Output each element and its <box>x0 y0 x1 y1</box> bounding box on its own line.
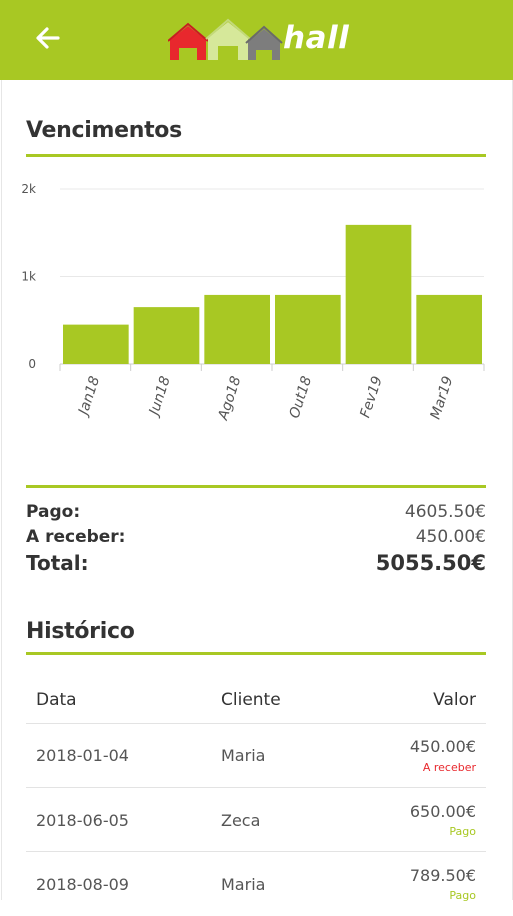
table-row[interactable]: 2018-01-04 Maria 450.00€ A receber <box>26 723 486 788</box>
due-section-title: Vencimentos <box>26 118 182 143</box>
chart-bar <box>275 294 341 364</box>
header-client: Cliente <box>221 690 281 710</box>
history-section-title: Histórico <box>26 619 135 644</box>
back-arrow-icon[interactable] <box>34 24 62 52</box>
chart-y-tick-label: 2k <box>21 182 36 196</box>
app-bar: hall <box>0 0 513 80</box>
summary-paid-label: Pago: <box>26 502 81 522</box>
summary-receivable-value: 450.00€ <box>415 527 486 547</box>
chart-x-tick-label: Out18 <box>287 374 316 420</box>
app-logo-text: hall <box>283 20 350 56</box>
header-value: Valor <box>433 690 476 710</box>
due-section-divider <box>26 154 486 157</box>
summary-total-label: Total: <box>26 551 89 575</box>
chart-x-tick-label: Mar19 <box>428 374 457 421</box>
table-row[interactable]: 2018-06-05 Zeca 650.00€ Pago <box>26 787 486 852</box>
row-client: Maria <box>221 875 266 894</box>
chart-bar <box>416 294 482 364</box>
chart-bar <box>133 307 200 364</box>
chart-bar <box>204 294 270 364</box>
due-bar-chart: 0 1k 2k Jan18 Jun18 Ago18 Out18 Fev19 Mar19 <box>21 182 485 423</box>
app-logo-houses-icon <box>168 18 283 60</box>
row-value: 789.50€ <box>409 866 476 885</box>
history-section-divider <box>26 652 486 655</box>
table-row[interactable]: 2018-08-09 Maria 789.50€ Pago <box>26 851 486 916</box>
row-status: Pago <box>449 825 476 838</box>
chart-x-tick-label: Ago18 <box>215 374 244 423</box>
chart-x-tick-label: Jun18 <box>145 374 173 420</box>
row-client: Maria <box>221 746 266 765</box>
row-value: 450.00€ <box>409 737 476 756</box>
row-date: 2018-01-04 <box>36 746 129 765</box>
chart-x-tick-label: Fev19 <box>357 374 385 420</box>
row-value: 650.00€ <box>409 802 476 821</box>
chart-bar <box>345 224 412 364</box>
summary-paid-value: 4605.50€ <box>404 502 486 522</box>
row-status: Pago <box>449 889 476 902</box>
chart-y-tick-label: 1k <box>21 270 36 284</box>
summary-total-value: 5055.50€ <box>375 551 486 575</box>
header-date: Data <box>36 690 77 710</box>
summary-divider <box>26 485 486 488</box>
chart-y-tick-label: 0 <box>28 357 36 371</box>
row-date: 2018-06-05 <box>36 811 129 830</box>
summary-receivable-label: A receber: <box>26 527 126 547</box>
row-status: A receber <box>422 761 476 774</box>
row-date: 2018-08-09 <box>36 875 129 894</box>
chart-bar <box>63 324 129 364</box>
chart-x-tick-label: Jan18 <box>75 374 103 419</box>
row-client: Zeca <box>221 811 261 830</box>
